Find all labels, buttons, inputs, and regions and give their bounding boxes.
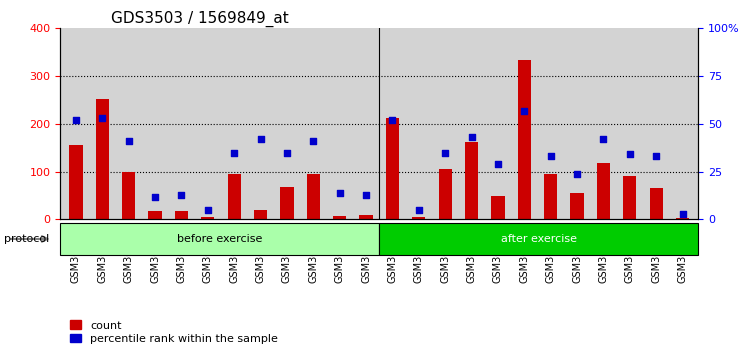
Point: [650, 154, 662, 159]
Bar: [623, 176, 636, 219]
Bar: [333, 216, 346, 219]
Point: [360, 192, 372, 198]
Bar: [360, 215, 372, 219]
Bar: [280, 187, 294, 219]
Point: [70, 117, 82, 123]
Bar: [597, 163, 610, 219]
Bar: [386, 118, 399, 219]
Point: [571, 171, 583, 176]
FancyBboxPatch shape: [60, 223, 379, 255]
Bar: [201, 217, 214, 219]
Point: [624, 152, 636, 157]
Bar: [175, 211, 188, 219]
Bar: [491, 195, 505, 219]
Point: [122, 138, 134, 144]
Bar: [571, 193, 584, 219]
Point: [96, 115, 108, 121]
Point: [149, 194, 161, 199]
Text: after exercise: after exercise: [501, 234, 577, 244]
Point: [333, 190, 345, 195]
Bar: [439, 169, 452, 219]
Point: [228, 150, 240, 155]
Bar: [544, 174, 557, 219]
Legend: count, percentile rank within the sample: count, percentile rank within the sample: [65, 316, 282, 348]
Bar: [95, 98, 109, 219]
Point: [677, 211, 689, 217]
Bar: [517, 60, 531, 219]
Bar: [465, 142, 478, 219]
Text: GDS3503 / 1569849_at: GDS3503 / 1569849_at: [111, 11, 289, 27]
Bar: [676, 218, 689, 219]
Point: [307, 138, 319, 144]
Bar: [650, 188, 663, 219]
Bar: [69, 145, 83, 219]
Point: [492, 161, 504, 167]
Point: [439, 150, 451, 155]
Bar: [306, 174, 320, 219]
Point: [387, 117, 399, 123]
Text: protocol: protocol: [4, 234, 49, 244]
Point: [466, 135, 478, 140]
Point: [544, 154, 556, 159]
Point: [202, 207, 214, 213]
Point: [413, 207, 425, 213]
Point: [518, 108, 530, 113]
Bar: [122, 172, 135, 219]
Point: [176, 192, 188, 198]
Bar: [149, 211, 161, 219]
Point: [255, 136, 267, 142]
Bar: [412, 217, 425, 219]
Point: [598, 136, 610, 142]
Bar: [254, 210, 267, 219]
Bar: [228, 174, 241, 219]
Text: before exercise: before exercise: [177, 234, 262, 244]
Point: [281, 150, 293, 155]
FancyBboxPatch shape: [379, 223, 698, 255]
